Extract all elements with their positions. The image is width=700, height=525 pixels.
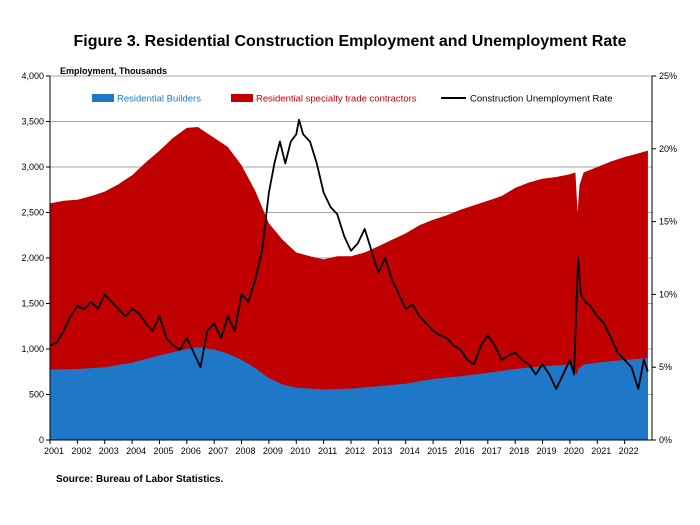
x-tick-label: 2015 bbox=[427, 446, 447, 456]
legend: Residential Builders Residential specialt… bbox=[92, 94, 613, 105]
x-tick-label: 2017 bbox=[482, 446, 502, 456]
y-tick-label-right: 5% bbox=[659, 362, 672, 372]
x-tick-label: 2022 bbox=[619, 446, 639, 456]
y-tick-label-left: 2,000 bbox=[21, 253, 44, 263]
x-tick-label: 2018 bbox=[509, 446, 529, 456]
legend-label-unemployment: Construction Unemployment Rate bbox=[470, 94, 613, 105]
y-tick-label-left: 1,500 bbox=[21, 299, 44, 309]
y-axis-label-left: Employment, Thousands bbox=[60, 66, 167, 76]
chart-title: Figure 3. Residential Construction Emplo… bbox=[73, 33, 627, 50]
x-tick-label: 2016 bbox=[454, 446, 474, 456]
area-series bbox=[50, 127, 648, 440]
legend-swatch-specialty bbox=[231, 94, 253, 102]
x-tick-label: 2011 bbox=[318, 446, 337, 456]
y-tick-label-left: 0 bbox=[39, 435, 44, 445]
y-tick-label-left: 500 bbox=[29, 390, 44, 400]
y-tick-label-left: 3,500 bbox=[21, 117, 44, 127]
legend-swatch-builders bbox=[92, 94, 114, 102]
x-tick-label: 2009 bbox=[263, 446, 283, 456]
axes: 0 500 1,000 1,500 2,000 2,500 3,000 3,500 4,000 0… bbox=[21, 71, 677, 456]
x-tick-label: 2013 bbox=[372, 446, 392, 456]
x-tick-label: 2021 bbox=[591, 446, 611, 456]
legend-label-specialty: Residential specialty trade contractors bbox=[256, 94, 417, 105]
y-tick-label-right: 0% bbox=[659, 435, 672, 445]
x-tick-label: 2004 bbox=[126, 446, 146, 456]
y-tick-label-right: 25% bbox=[659, 71, 677, 81]
line-unemployment-rate bbox=[49, 118, 649, 390]
y-tick-label-left: 3,000 bbox=[21, 162, 44, 172]
y-tick-label-right: 15% bbox=[659, 217, 677, 227]
source-note: Source: Bureau of Labor Statistics. bbox=[56, 474, 224, 485]
x-tick-label: 2006 bbox=[181, 446, 201, 456]
x-tick-label: 2002 bbox=[71, 446, 91, 456]
x-tick-label: 2020 bbox=[564, 446, 584, 456]
y-tick-label-right: 20% bbox=[659, 144, 677, 154]
area-residential-builders bbox=[50, 347, 648, 440]
legend-label-builders: Residential Builders bbox=[117, 94, 201, 105]
y-tick-label-left: 1,000 bbox=[21, 344, 44, 354]
x-tick-label: 2012 bbox=[345, 446, 365, 456]
x-tick-label: 2007 bbox=[208, 446, 228, 456]
x-tick-label: 2003 bbox=[99, 446, 119, 456]
x-tick-label: 2001 bbox=[44, 446, 64, 456]
line-series bbox=[49, 118, 649, 390]
x-tick-label: 2010 bbox=[290, 446, 310, 456]
y-tick-label-right: 10% bbox=[659, 289, 677, 299]
y-tick-label-left: 2,500 bbox=[21, 208, 44, 218]
x-tick-label: 2014 bbox=[400, 446, 420, 456]
x-tick-label: 2008 bbox=[236, 446, 256, 456]
x-tick-label: 2005 bbox=[153, 446, 173, 456]
x-tick-label: 2019 bbox=[537, 446, 557, 456]
y-tick-label-left: 4,000 bbox=[21, 71, 44, 81]
